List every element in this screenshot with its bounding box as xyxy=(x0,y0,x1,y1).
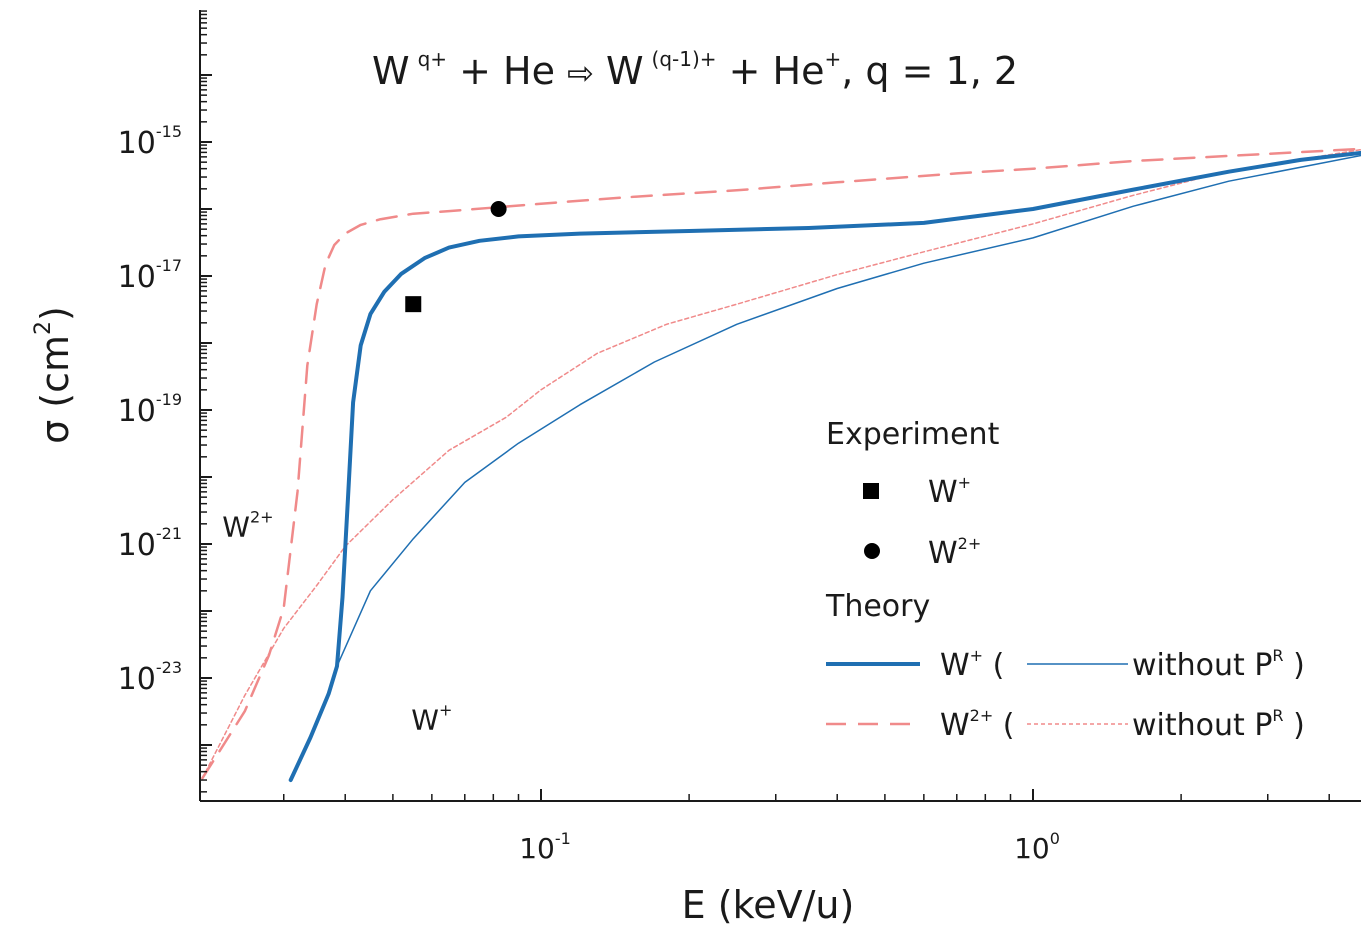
legend: Experiment W+ W2+ Theory W+ ( without PR… xyxy=(825,417,1305,743)
legend-theory-w1-without: without PR ) xyxy=(1132,646,1305,683)
legend-theory-w2-without: without PR ) xyxy=(1132,706,1305,743)
curve-label-w1: W+ xyxy=(411,701,452,737)
series-line-w1-theory xyxy=(288,150,1361,782)
y-tick-label: 10-23 xyxy=(118,658,182,697)
x-tick-label: 10-1 xyxy=(519,829,571,865)
y-tick-label: 10-17 xyxy=(118,256,182,295)
x-tick-label: 100 xyxy=(1014,829,1060,865)
legend-theory-w1: W+ ( xyxy=(940,646,1004,683)
y-axis-label: σ (cm2) xyxy=(31,306,77,444)
legend-experiment-w1: W+ xyxy=(928,473,971,510)
series-line-w2-theory xyxy=(201,147,1361,780)
series-line-w2-without-pr xyxy=(201,148,1361,779)
legend-circle-marker xyxy=(864,543,880,559)
legend-experiment-w2: W2+ xyxy=(928,534,981,571)
curve-label-w2: W2+ xyxy=(222,507,273,543)
x-axis-label: E (keV/u) xyxy=(682,883,855,927)
series-line-w1-without-pr xyxy=(336,154,1361,667)
legend-experiment-title: Experiment xyxy=(826,417,1000,452)
y-tick-label: 10-15 xyxy=(118,122,182,161)
experiment-point-w1 xyxy=(405,296,422,313)
legend-theory-title: Theory xyxy=(825,589,930,624)
legend-theory-w2: W2+ ( xyxy=(940,706,1015,743)
experiment-point-w2 xyxy=(490,201,507,217)
y-tick-label: 10-21 xyxy=(118,524,182,563)
legend-square-marker xyxy=(863,483,879,499)
y-tick-label: 10-19 xyxy=(118,390,182,429)
